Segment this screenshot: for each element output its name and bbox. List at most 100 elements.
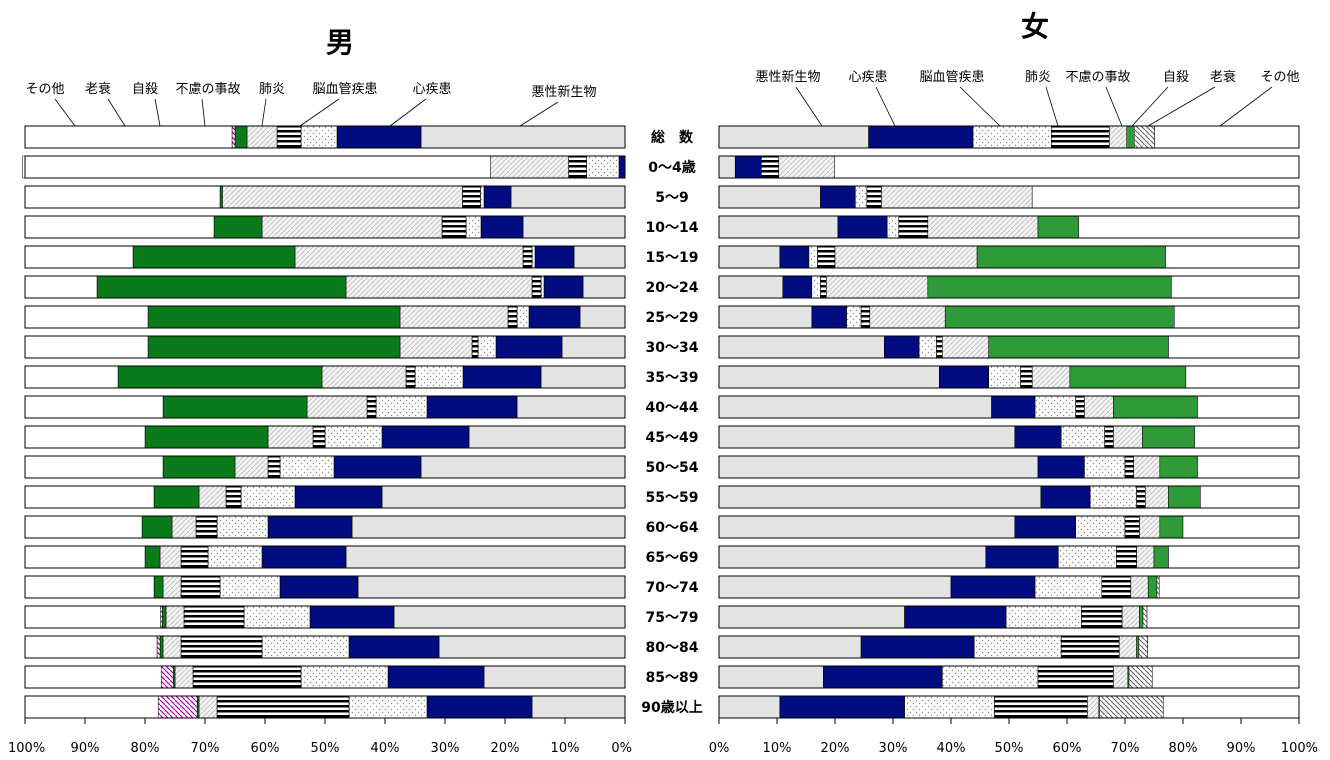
bar-female-10-cerebro xyxy=(1060,425,1105,449)
bar-male-4-heart xyxy=(534,245,575,269)
bar-male-3-heart xyxy=(480,215,524,239)
bar-outline-female-17 xyxy=(718,635,1300,659)
bar-male-7-pneumonia xyxy=(471,335,479,359)
bar-outline-male-7 xyxy=(24,335,626,359)
bar-male-1-heart xyxy=(618,155,626,179)
bar-outline-male-2 xyxy=(24,185,626,209)
bar-male-1-cerebro xyxy=(586,155,620,179)
bar-female-3-cerebro xyxy=(886,215,900,239)
left-tick-label: 80% xyxy=(131,741,160,756)
bar-outline-male-11 xyxy=(24,455,626,479)
bar-female-14-cerebro xyxy=(1058,545,1117,569)
bar-male-17-pneumonia xyxy=(180,635,263,659)
bar-female-5-cerebro xyxy=(811,275,821,299)
right-tick-label: 80% xyxy=(1169,741,1198,756)
bar-male-0-senility xyxy=(231,125,236,149)
bar-female-6-suicide xyxy=(944,305,1175,329)
bar-female-16-cerebro xyxy=(1005,605,1082,629)
bar-male-8-cerebro xyxy=(414,365,464,389)
bar-female-8-cerebro xyxy=(988,365,1021,389)
bar-male-9-heart xyxy=(426,395,518,419)
legend-label-male: 肺炎 xyxy=(259,82,285,97)
bar-male-12-cerebro xyxy=(240,485,296,509)
bar-male-14-suicide xyxy=(144,545,161,569)
legend-leader-female xyxy=(1147,86,1216,127)
bar-outline-female-3 xyxy=(718,215,1300,239)
bar-female-9-heart xyxy=(991,395,1036,419)
bar-male-3-cerebro xyxy=(465,215,482,239)
bar-female-14-pneumonia xyxy=(1116,545,1137,569)
bar-male-12-other xyxy=(24,485,155,509)
bar-female-19-senility xyxy=(1099,695,1164,719)
bar-female-19-pneumonia xyxy=(994,695,1088,719)
bar-male-14-pneumonia xyxy=(180,545,209,569)
legend-label-male: 悪性新生物 xyxy=(531,84,596,100)
bar-male-2-malignant xyxy=(510,185,626,209)
bar-female-14-heart xyxy=(985,545,1059,569)
bar-male-10-suicide xyxy=(144,425,269,449)
bar-female-1-heart xyxy=(734,155,762,179)
bar-female-17-senility xyxy=(1138,635,1148,659)
bar-male-3-accident xyxy=(261,215,443,239)
bar-female-8-accident xyxy=(1031,365,1071,389)
legend-leader-male xyxy=(54,98,76,127)
bar-male-7-heart xyxy=(495,335,563,359)
bar-male-8-suicide xyxy=(117,365,323,389)
bar-male-13-malignant xyxy=(351,515,626,539)
bar-female-12-cerebro xyxy=(1089,485,1137,509)
left-chart-bars xyxy=(22,125,626,719)
bar-male-6-other xyxy=(24,305,149,329)
bar-female-6-other xyxy=(1174,305,1300,329)
bar-male-17-senility xyxy=(156,635,161,659)
legend-leader-male xyxy=(299,98,340,127)
legend-label-female: 肺炎 xyxy=(1025,70,1051,85)
bar-male-10-other xyxy=(24,425,146,449)
left-tick-label: 90% xyxy=(71,741,100,756)
bar-female-14-other xyxy=(1168,545,1300,569)
bar-male-7-cerebro xyxy=(477,335,497,359)
age-label: 0～4歳 xyxy=(648,159,695,176)
bar-female-11-suicide xyxy=(1159,455,1198,479)
bar-male-9-pneumonia xyxy=(366,395,377,419)
bar-male-5-malignant xyxy=(582,275,626,299)
bar-outline-male-1 xyxy=(24,155,626,179)
bar-female-7-heart xyxy=(883,335,920,359)
bar-female-4-malignant xyxy=(718,245,781,269)
bar-male-5-heart xyxy=(543,275,584,299)
bar-male-4-accident xyxy=(294,245,524,269)
bar-male-13-suicide xyxy=(141,515,173,539)
bar-male-3-pneumonia xyxy=(441,215,467,239)
bar-male-8-heart xyxy=(462,365,542,389)
bar-female-13-malignant xyxy=(718,515,1016,539)
bar-male-19-pneumonia xyxy=(216,695,350,719)
bar-female-16-senility xyxy=(1142,605,1148,629)
bar-outline-male-9 xyxy=(24,395,626,419)
bar-female-7-malignant xyxy=(718,335,885,359)
legend-leader-male xyxy=(519,101,559,127)
bar-male-10-accident xyxy=(267,425,314,449)
bar-outline-female-15 xyxy=(718,575,1300,599)
bar-male-2-cerebro xyxy=(480,185,485,209)
bar-male-6-accident xyxy=(399,305,509,329)
bar-female-9-accident xyxy=(1084,395,1114,419)
bar-female-18-pneumonia xyxy=(1037,665,1114,689)
age-label: 35～39 xyxy=(646,370,699,386)
left-tick-label: 50% xyxy=(311,741,340,756)
bar-female-1-other xyxy=(834,155,1300,179)
bar-female-10-pneumonia xyxy=(1104,425,1114,449)
bar-female-11-pneumonia xyxy=(1124,455,1134,479)
bar-female-15-pneumonia xyxy=(1101,575,1132,599)
bar-female-2-other xyxy=(1031,185,1300,209)
bar-male-19-accident xyxy=(198,695,218,719)
left-tick-label: 70% xyxy=(191,741,220,756)
bar-female-4-accident xyxy=(834,245,978,269)
age-label: 60～64 xyxy=(646,520,699,536)
bar-male-1-pneumonia xyxy=(568,155,587,179)
bar-female-7-accident xyxy=(941,335,989,359)
bar-male-18-senility xyxy=(160,665,174,689)
bar-female-2-pneumonia xyxy=(866,185,882,209)
bar-outline-male-15 xyxy=(24,575,626,599)
bar-male-4-cerebro xyxy=(531,245,536,269)
bar-male-19-malignant xyxy=(531,695,626,719)
bar-male-5-pneumonia xyxy=(531,275,542,299)
